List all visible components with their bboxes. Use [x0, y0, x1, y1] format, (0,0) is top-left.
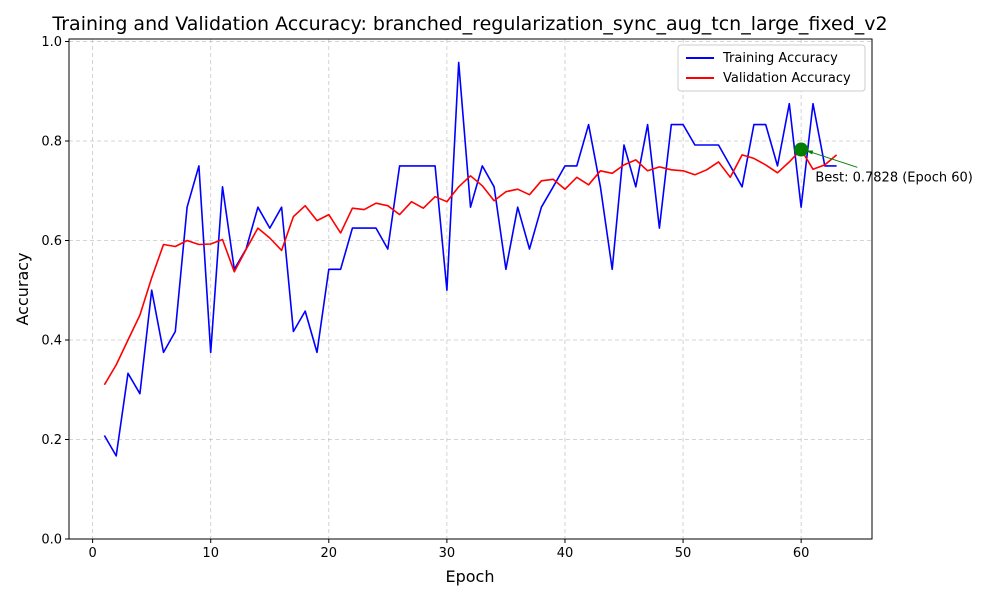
training-accuracy-line [103, 61, 837, 457]
x-tick-label: 40 [557, 546, 574, 561]
legend-box [677, 44, 866, 92]
x-tick-label: 30 [439, 546, 456, 561]
axis-ticks: 0 10 20 30 40 50 60 0.0 0.2 0.4 0.6 0.8 1.0 [41, 35, 809, 561]
x-tick-label: 10 [202, 546, 219, 561]
grid [69, 39, 872, 540]
x-tick-label: 0 [88, 546, 96, 561]
annotation-arrow [805, 150, 858, 168]
best-point-label: Best: 0.7828 (Epoch 60) [815, 170, 973, 185]
best-point-marker [794, 142, 809, 157]
y-tick-label: 1.0 [41, 35, 62, 50]
series-lines [103, 61, 838, 457]
y-tick-label: 0.8 [41, 134, 62, 149]
y-axis-label: Accuracy [13, 252, 32, 325]
legend-label-training: Training Accuracy [722, 51, 838, 66]
y-tick-label: 0.2 [41, 433, 62, 448]
validation-accuracy-line [103, 148, 838, 386]
y-tick-label: 0.6 [41, 234, 62, 249]
x-tick-label: 50 [675, 546, 692, 561]
x-axis-label: Epoch [446, 567, 495, 586]
legend-label-validation: Validation Accuracy [723, 71, 851, 86]
y-tick-label: 0.4 [41, 333, 62, 348]
legend: Training Accuracy Validation Accuracy [677, 44, 866, 92]
y-tick-label: 0.0 [41, 533, 62, 548]
x-tick-label: 20 [321, 546, 338, 561]
plot-frame [68, 38, 873, 540]
chart-title: Training and Validation Accuracy: branch… [51, 13, 887, 35]
annotation-arrowhead [806, 150, 814, 155]
x-tick-label: 60 [793, 546, 810, 561]
best-annotation: Best: 0.7828 (Epoch 60) [794, 142, 973, 185]
